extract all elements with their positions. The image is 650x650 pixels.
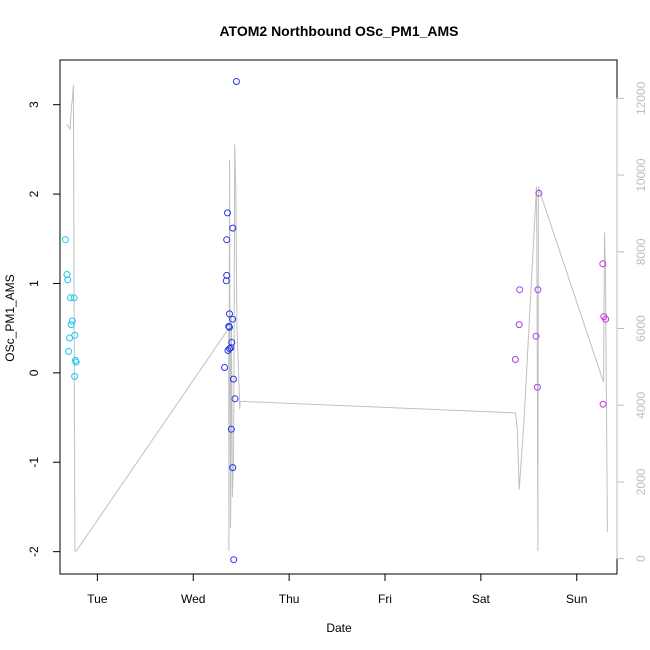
data-point [227, 425, 235, 433]
right-y-tick-label: 4000 [634, 392, 648, 419]
data-point [228, 339, 236, 346]
x-tick-label: Tue [87, 592, 108, 606]
data-point [70, 294, 78, 302]
chart-title: ATOM2 Northbound OSc_PM1_AMS [219, 23, 458, 39]
secondary-line-layer [66, 84, 608, 552]
data-point [72, 358, 80, 366]
series-magenta [599, 260, 610, 408]
x-axis-label: Date [326, 621, 352, 635]
x-tick-label: Wed [181, 592, 205, 606]
right-y-tick-label: 6000 [634, 315, 648, 342]
x-tick-label: Sun [566, 592, 587, 606]
data-point [229, 224, 237, 232]
right-y-tick-label: 10000 [634, 158, 648, 192]
data-point [224, 209, 231, 217]
data-point [229, 315, 237, 323]
data-point [226, 345, 233, 353]
data-point [229, 464, 237, 472]
data-point [225, 322, 233, 330]
data-point [231, 395, 239, 403]
secondary-series-line [66, 84, 608, 552]
y-axis-label: OSc_PM1_AMS [3, 274, 17, 361]
data-point [230, 556, 238, 564]
y-tick-label: -1 [27, 457, 41, 468]
x-tick-label: Sat [472, 592, 491, 606]
y-tick-label: 1 [27, 280, 41, 287]
data-point [599, 400, 607, 408]
data-point [223, 236, 231, 244]
data-point [533, 383, 541, 391]
data-point [71, 331, 79, 339]
y-tick-label: 0 [27, 369, 41, 376]
series-cyan [61, 236, 80, 380]
right-y-tick-label: 0 [634, 555, 648, 562]
data-point [67, 294, 74, 302]
data-point [226, 310, 233, 318]
data-point [515, 321, 523, 329]
plot-frame [59, 59, 618, 575]
right-y-axis: 0 2000 4000 6000 8000 10000 12000 [616, 81, 648, 562]
data-point [221, 364, 229, 371]
data-point [229, 375, 237, 383]
data-point [534, 286, 542, 294]
data-point [68, 317, 76, 325]
data-point [65, 347, 73, 355]
data-point [63, 271, 71, 278]
data-point [223, 271, 231, 279]
data-point [64, 276, 72, 284]
y-tick-label: -2 [27, 546, 41, 557]
data-point [224, 347, 232, 354]
data-point [535, 189, 543, 197]
data-point [61, 236, 69, 244]
y-tick-label: 3 [27, 101, 41, 108]
right-y-tick-label: 2000 [634, 468, 648, 495]
right-y-tick-label: 12000 [634, 81, 648, 115]
data-point [222, 277, 230, 285]
right-y-tick-label: 8000 [634, 238, 648, 265]
y-axis: -2 -1 0 1 2 3 [27, 101, 61, 557]
data-point [511, 356, 519, 363]
data-point [602, 315, 610, 323]
data-point [71, 372, 79, 380]
y-tick-label: 2 [27, 190, 41, 197]
series-blue [221, 78, 240, 564]
x-tick-label: Thu [279, 592, 300, 606]
x-tick-label: Fri [378, 592, 392, 606]
points-layer [61, 78, 610, 564]
x-axis: Tue Wed Thu Fri Sat Sun [87, 573, 587, 606]
data-point [532, 332, 540, 340]
data-point [232, 78, 240, 85]
data-point [226, 323, 233, 331]
series-purple [511, 189, 543, 391]
data-point [599, 260, 607, 268]
data-point [67, 321, 75, 329]
data-point [516, 286, 524, 294]
